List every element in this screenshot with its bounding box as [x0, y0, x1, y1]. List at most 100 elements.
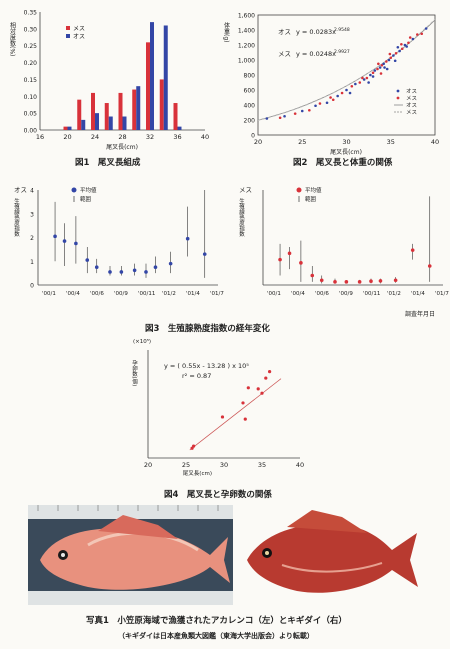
mean-point: [310, 273, 315, 278]
legend-label: 範囲: [80, 195, 92, 203]
bar-female: [77, 99, 82, 130]
data-point: [268, 370, 272, 374]
panel-title: メス: [239, 186, 252, 194]
data-point: [300, 109, 304, 113]
legend-label: 平均値: [305, 186, 322, 194]
data-point: [369, 73, 372, 77]
data-point: [278, 116, 282, 120]
fig4-chart: 20 25 30 35 40 尾叉長(cm) (×10⁵) 孕卵数(個) y = ( 0.55x…: [131, 338, 304, 477]
legend-marker: [71, 187, 77, 193]
mean-point: [278, 257, 282, 262]
data-point: [385, 60, 388, 63]
data-point: [378, 66, 382, 69]
data-point: [405, 45, 408, 48]
r2-label: r² = 0.87: [182, 372, 211, 380]
data-point: [408, 36, 412, 39]
data-point: [354, 82, 357, 86]
x-tick-label: '00/6: [90, 291, 104, 297]
x-tick-label: '00/9: [339, 291, 353, 297]
data-point: [403, 43, 407, 47]
y-tick-label: 0.10: [24, 94, 38, 101]
x-tick-label: 36: [173, 133, 181, 141]
y-tick-label: 0.35: [24, 10, 38, 17]
panel-title: オス: [14, 186, 27, 194]
y-tick-label: 0: [251, 133, 255, 140]
mean-point: [410, 248, 415, 252]
data-point: [362, 78, 366, 81]
y-tick-label: 2: [30, 235, 34, 242]
data-point: [398, 49, 401, 53]
x-tick-label: '01/4: [411, 291, 425, 297]
data-point: [380, 63, 384, 67]
equation-exponent: 2.9548: [334, 27, 350, 33]
data-point: [407, 41, 410, 45]
x-tick-label: 16: [36, 133, 44, 141]
x-tick-label: 40: [431, 138, 439, 146]
legend-marker: [296, 187, 302, 193]
bar-male: [136, 86, 141, 130]
fig2-chart: 0 200 400 600 800 1,000 1,200 1,400 1,600 20 25 30 3…: [223, 13, 440, 157]
legend-label: メス: [406, 95, 417, 102]
fig3-caption: 図3 生殖腺熟度指数の経年変化: [145, 324, 270, 334]
data-point: [220, 415, 225, 419]
y-unit-label: (×10⁵): [133, 338, 151, 345]
x-tick-label: '01/7: [210, 291, 224, 297]
y-tick-label: 200: [244, 118, 256, 125]
data-point: [376, 67, 379, 71]
bar-female: [159, 79, 164, 130]
mean-point: [108, 270, 112, 274]
data-point: [264, 376, 268, 380]
y-tick-label: 1,200: [238, 43, 255, 50]
x-tick-label: 32: [146, 133, 154, 141]
legend-swatch: [66, 34, 70, 38]
x-tick-label: '01/4: [186, 291, 200, 297]
data-point: [377, 62, 380, 66]
y-tick-label: 400: [244, 103, 256, 110]
bar-male: [177, 126, 182, 130]
x-tick-label: 25: [298, 138, 306, 146]
x-tick-label: 30: [342, 138, 350, 146]
data-point: [382, 62, 385, 66]
data-point: [358, 81, 362, 84]
x-tick-label: 40: [201, 133, 209, 141]
data-point: [371, 75, 375, 78]
y-tick-label: 600: [244, 88, 256, 95]
y-tick-label: 0.20: [24, 60, 38, 67]
bar-female: [118, 92, 123, 130]
bar-female: [146, 42, 150, 130]
mean-point: [427, 264, 432, 268]
y-axis-label: 相対度数(%): [9, 21, 16, 56]
y-tick-label: 1,600: [238, 13, 255, 20]
legend-marker: [396, 96, 400, 100]
data-point: [394, 51, 398, 55]
bar-male: [122, 116, 127, 130]
data-point: [256, 387, 260, 391]
legend-label: 範囲: [305, 195, 317, 203]
legend-marker: [396, 89, 400, 93]
mean-point: [393, 278, 398, 283]
y-tick-label: 1,400: [238, 28, 255, 35]
data-point: [385, 67, 389, 71]
bar-male: [67, 126, 72, 130]
data-point: [424, 27, 428, 30]
y-tick-label: 0.15: [24, 77, 38, 84]
data-point: [420, 32, 424, 36]
photo-note: （キギダイは日本産魚類大図鑑（東海大学出版会）より転載）: [118, 632, 314, 640]
legend-label: オス: [406, 102, 417, 109]
x-tick-label: 35: [258, 461, 266, 469]
data-point: [392, 54, 395, 57]
x-tick-label: 25: [182, 461, 190, 469]
data-point: [308, 108, 311, 112]
mean-point: [153, 265, 158, 269]
data-point: [345, 88, 348, 92]
mean-point: [85, 258, 90, 262]
equation-sex: メス: [278, 50, 291, 58]
fig1-caption: 図1 尾叉長組成: [75, 158, 141, 168]
fig1-chart: 0.00 0.05 0.10 0.15 0.20 0.25 0.30 0.35 16 20 24 28…: [9, 10, 210, 152]
data-point: [314, 104, 317, 108]
x-axis-label: 尾叉長(cm): [183, 470, 212, 477]
mean-point: [287, 251, 292, 256]
y-tick-label: 0: [30, 283, 34, 290]
data-point: [325, 101, 329, 105]
